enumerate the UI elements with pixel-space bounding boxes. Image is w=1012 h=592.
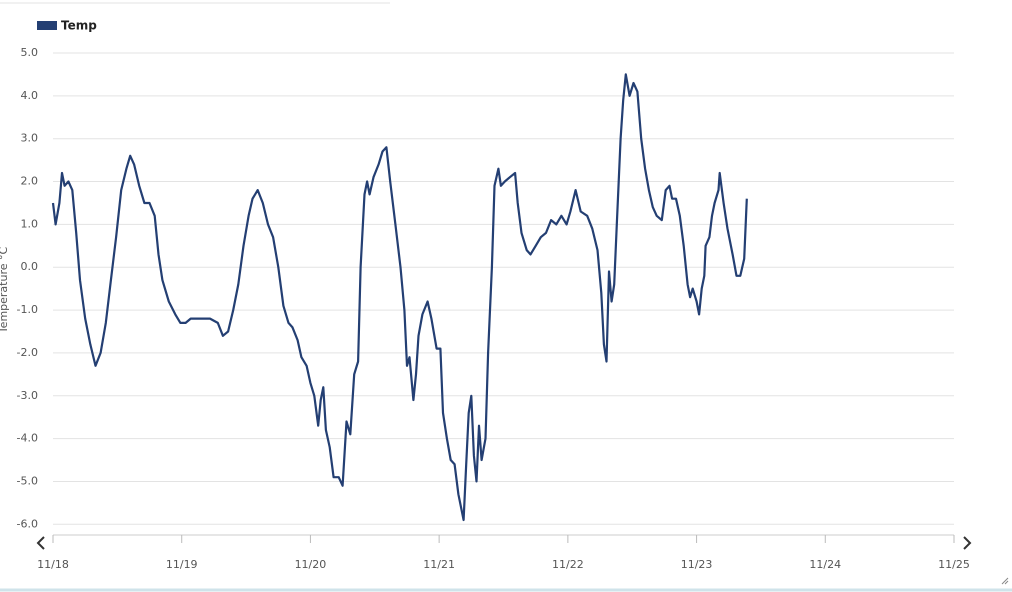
y-tick-label: -6.0: [17, 517, 38, 530]
y-tick-label: -3.0: [17, 389, 38, 402]
x-tick-label: 11/23: [681, 558, 713, 571]
legend-label: Temp: [61, 19, 97, 33]
next-button[interactable]: [963, 536, 972, 550]
y-tick-label: 4.0: [21, 89, 39, 102]
y-tick-label: 3.0: [21, 132, 39, 145]
x-tick-label: 11/20: [295, 558, 327, 571]
y-tick-label: 2.0: [21, 175, 39, 188]
resize-handle: [1001, 577, 1009, 585]
y-axis-label: Temperature °C: [0, 247, 10, 335]
x-tick-label: 11/24: [809, 558, 841, 571]
y-tick-label: 5.0: [21, 46, 39, 59]
x-tick-label: 11/25: [938, 558, 970, 571]
legend-swatch: [37, 21, 57, 30]
x-tick-label: 11/22: [552, 558, 584, 571]
x-tick-label: 11/19: [166, 558, 198, 571]
y-tick-label: -1.0: [17, 303, 38, 316]
data-line: [51, 73, 748, 522]
x-tick-label: 11/21: [423, 558, 455, 571]
x-tick-label: 11/18: [37, 558, 69, 571]
y-tick-label: -2.0: [17, 346, 38, 359]
y-tick-label: 1.0: [21, 217, 39, 230]
y-tick-label: -4.0: [17, 432, 38, 445]
y-tick-label: -5.0: [17, 474, 38, 487]
prev-button[interactable]: [36, 536, 45, 550]
y-tick-label: 0.0: [21, 260, 39, 273]
